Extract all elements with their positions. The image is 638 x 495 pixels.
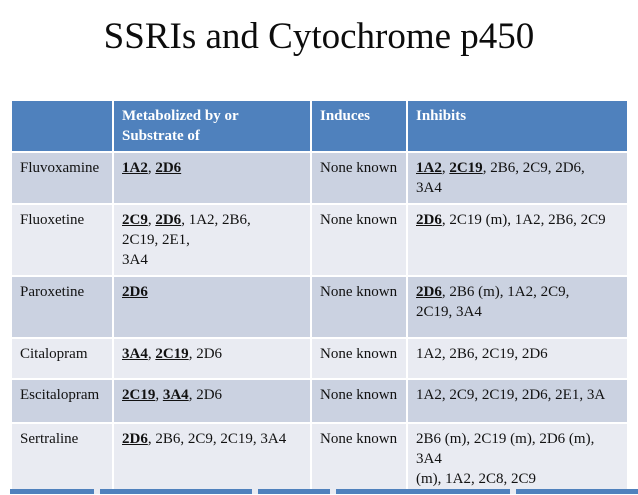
metabolized-cell: 2D6 (114, 277, 310, 337)
drug-name-cell: Escitalopram (12, 380, 112, 422)
induces-cell: None known (312, 380, 406, 422)
induces-cell: None known (312, 339, 406, 378)
induces-cell: None known (312, 277, 406, 337)
table-header-row: Metabolized by or Substrate of Induces I… (12, 101, 627, 151)
drug-name-cell: Citalopram (12, 339, 112, 378)
drug-name-cell: Fluoxetine (12, 205, 112, 275)
metabolized-cell: 1A2, 2D6 (114, 153, 310, 203)
table-row: Citalopram 3A4, 2C19, 2D6 None known 1A2, 2… (12, 339, 627, 378)
inhibits-cell: 2D6, 2C19 (m), 1A2, 2B6, 2C9 (408, 205, 627, 275)
table-body: Fluvoxamine 1A2, 2D6 None known 1A2, 2C19, … (12, 153, 627, 494)
inhibits-header-cell: Inhibits (408, 101, 627, 151)
slide: SSRIs and Cytochrome p450 Metabolized by… (0, 16, 638, 494)
drug-enzyme-table: Metabolized by or Substrate of Induces I… (12, 101, 627, 494)
table-edge-segment (100, 489, 252, 494)
table-edge-segment (10, 489, 94, 494)
metabolized-cell: 2C9, 2D6, 1A2, 2B6, 2C19, 2E1, 3A4 (114, 205, 310, 275)
inhibits-cell: 1A2, 2C19, 2B6, 2C9, 2D6, 3A4 (408, 153, 627, 203)
drug-name-cell: Paroxetine (12, 277, 112, 337)
induces-header-cell: Induces (312, 101, 406, 151)
drug-name-cell: Sertraline (12, 424, 112, 494)
page-title: SSRIs and Cytochrome p450 (103, 16, 535, 57)
table-row: Fluoxetine 2C9, 2D6, 1A2, 2B6, 2C19, 2E1, 3… (12, 205, 627, 275)
empty-header-cell (12, 101, 112, 151)
table-edge-segment (516, 489, 638, 494)
metabolized-cell: 2D6, 2B6, 2C9, 2C19, 3A4 (114, 424, 310, 494)
table-row: Paroxetine 2D6 None known 2D6, 2B6 (m), 1A2… (12, 277, 627, 337)
inhibits-cell: 2B6 (m), 2C19 (m), 2D6 (m), 3A4 (m), 1A2, … (408, 424, 627, 494)
metabolized-header-cell: Metabolized by or Substrate of (114, 101, 310, 151)
cropped-next-table-edge (10, 489, 638, 494)
induces-cell: None known (312, 205, 406, 275)
table-row: Fluvoxamine 1A2, 2D6 None known 1A2, 2C19, … (12, 153, 627, 203)
metabolized-cell: 3A4, 2C19, 2D6 (114, 339, 310, 378)
table-edge-segment (336, 489, 510, 494)
induces-cell: None known (312, 153, 406, 203)
inhibits-cell: 1A2, 2C9, 2C19, 2D6, 2E1, 3A (408, 380, 627, 422)
inhibits-cell: 1A2, 2B6, 2C19, 2D6 (408, 339, 627, 378)
induces-cell: None known (312, 424, 406, 494)
table-edge-segment (258, 489, 330, 494)
table-row: Escitalopram 2C19, 3A4, 2D6 None known 1A2,… (12, 380, 627, 422)
inhibits-cell: 2D6, 2B6 (m), 1A2, 2C9, 2C19, 3A4 (408, 277, 627, 337)
metabolized-cell: 2C19, 3A4, 2D6 (114, 380, 310, 422)
drug-name-cell: Fluvoxamine (12, 153, 112, 203)
table-row: Sertraline 2D6, 2B6, 2C9, 2C19, 3A4 None k… (12, 424, 627, 494)
